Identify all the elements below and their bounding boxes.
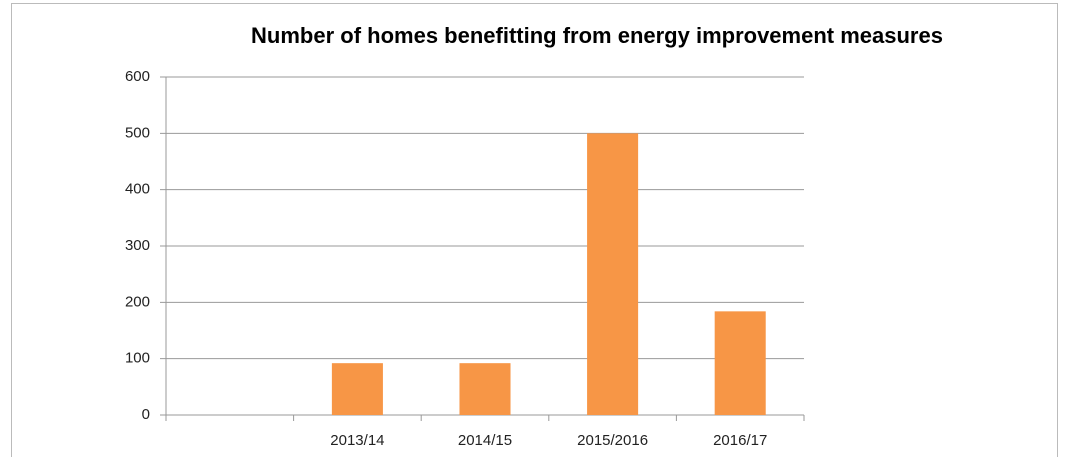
chart-title: Number of homes benefitting from energy … [251,23,943,48]
y-tick-label: 0 [142,406,150,423]
y-tick-label: 600 [125,68,150,85]
y-tick-label: 400 [125,181,150,198]
bar [331,363,383,415]
x-tick-label: 2015/2016 [577,432,648,449]
y-tick-label: 200 [125,293,150,310]
bar [459,363,511,415]
x-tick-label: 2014/15 [458,432,512,449]
bar [587,133,639,416]
chart-frame [11,3,1058,457]
y-tick-label: 500 [125,124,150,141]
x-tick-label: 2013/14 [330,432,384,449]
bar [714,311,766,415]
y-tick-label: 300 [125,237,150,254]
y-tick-label: 100 [125,350,150,367]
x-tick-label: 2016/17 [713,432,767,449]
